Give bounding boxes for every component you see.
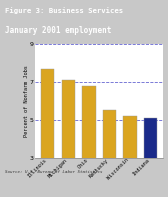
Text: Figure 3: Business Services: Figure 3: Business Services <box>5 7 123 14</box>
Bar <box>62 80 75 197</box>
Bar <box>144 118 157 197</box>
Y-axis label: Percent of Nonfarm Jobs: Percent of Nonfarm Jobs <box>24 65 29 137</box>
Bar <box>41 69 54 197</box>
Bar <box>123 116 137 197</box>
Text: Source: U.S. Bureau of Labor Statistics: Source: U.S. Bureau of Labor Statistics <box>5 170 102 174</box>
Bar <box>82 86 96 197</box>
Text: January 2001 employment: January 2001 employment <box>5 26 111 35</box>
Bar <box>103 110 116 197</box>
